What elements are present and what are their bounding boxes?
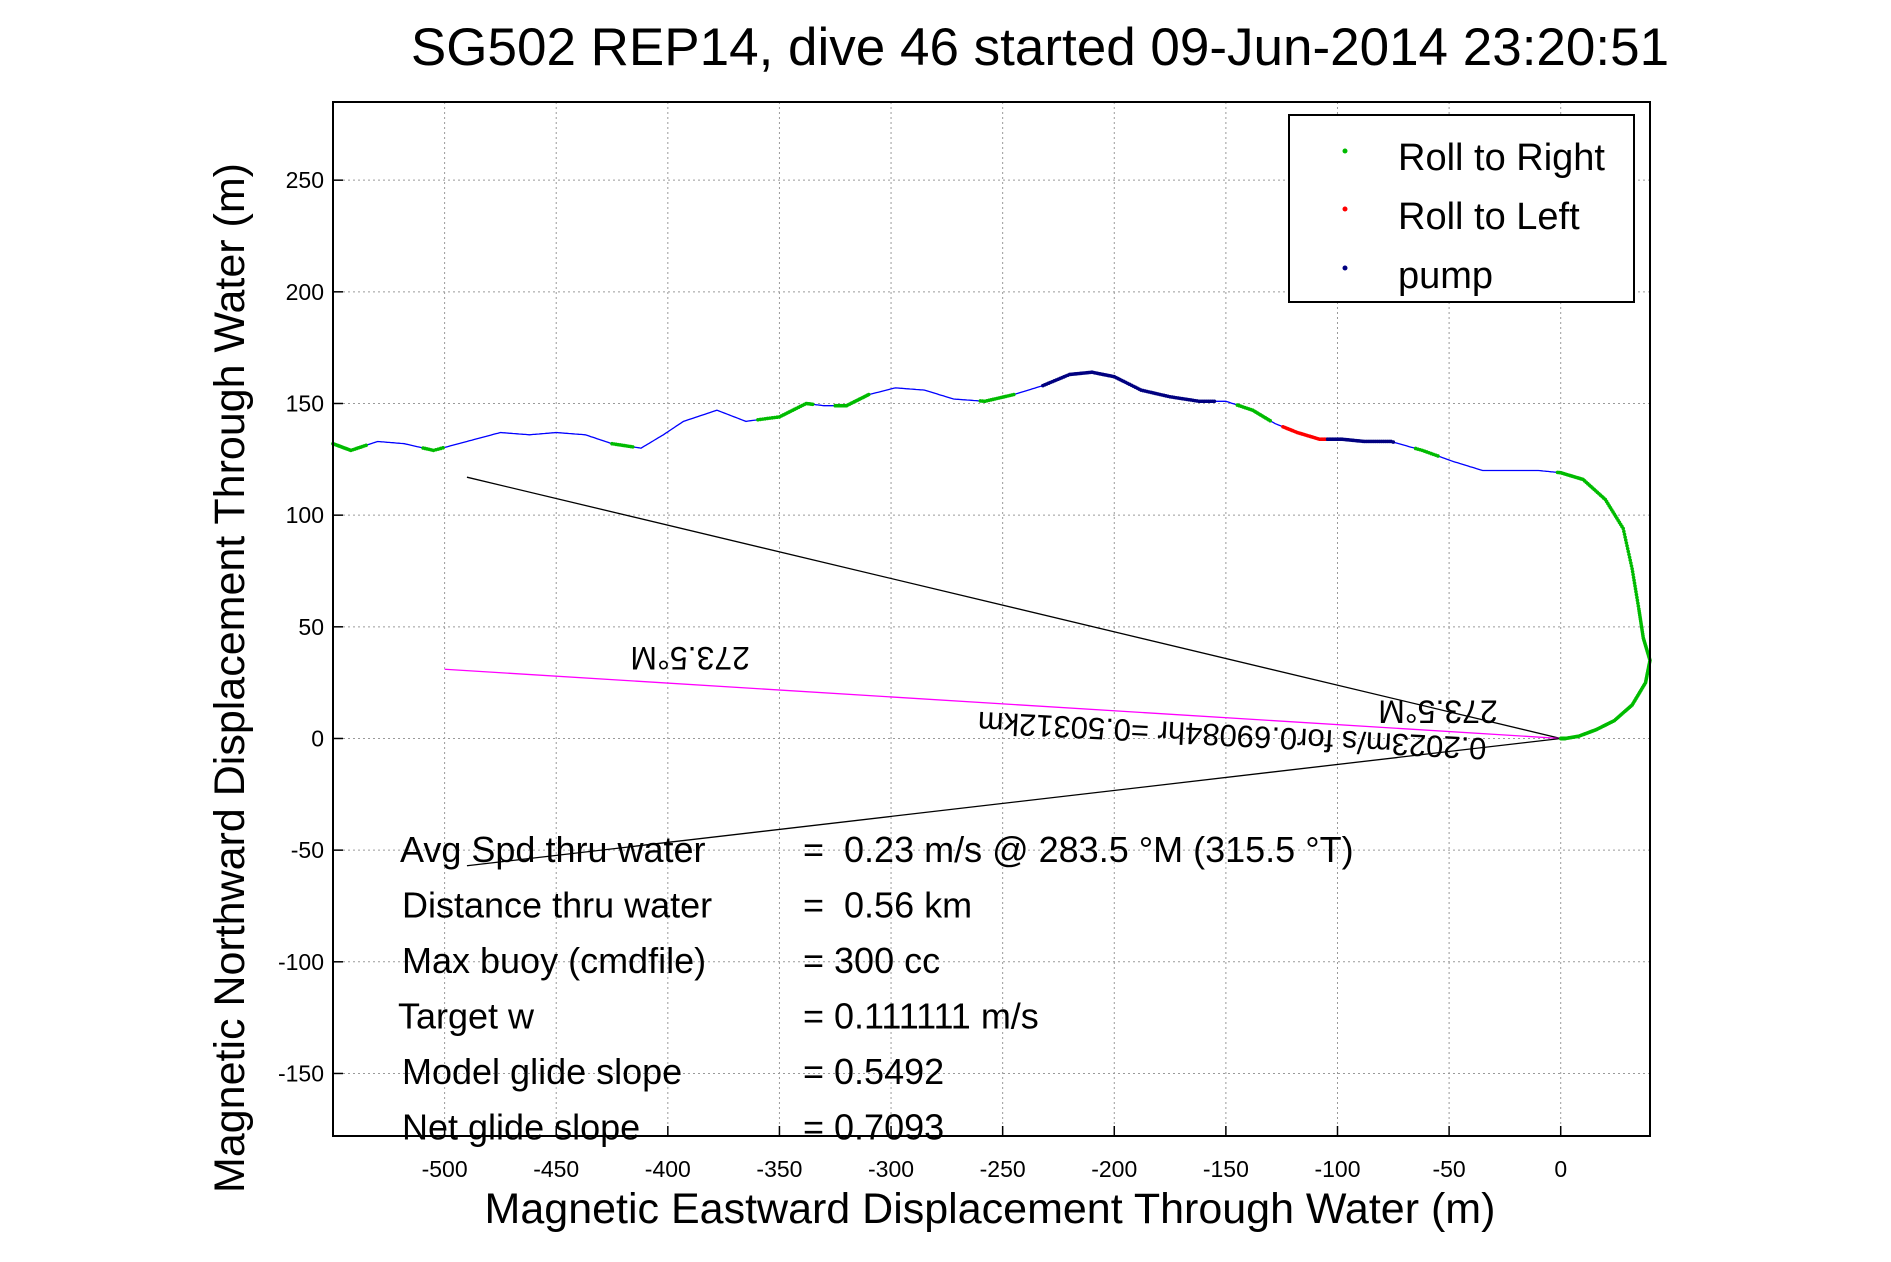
x-tick-label: -200 — [1091, 1156, 1137, 1182]
roll-right-point — [1626, 549, 1631, 554]
legend-label-pump: pump — [1398, 255, 1493, 297]
roll-right-point — [1632, 578, 1636, 583]
roll-right-point — [810, 402, 815, 407]
roll-right-point — [1621, 526, 1626, 531]
legend-marker-roll-right — [1342, 148, 1348, 154]
heading-line-1 — [444, 668, 1561, 740]
roll-right-point — [1622, 529, 1626, 534]
heading-line-2 — [466, 737, 1561, 867]
x-tick-label: -250 — [980, 1156, 1026, 1182]
roll-right-point — [1622, 532, 1627, 537]
roll-right-point — [1633, 584, 1637, 588]
legend: Roll to Right Roll to Left pump — [1288, 114, 1635, 303]
legend-marker-roll-left — [1342, 206, 1348, 212]
chart-title: SG502 REP14, dive 46 started 09-Jun-2014… — [411, 18, 1669, 77]
y-tick-label: 250 — [286, 167, 324, 193]
roll-right-point — [364, 443, 368, 448]
x-tick-label: -500 — [422, 1156, 468, 1182]
y-tick-label: 200 — [286, 279, 324, 305]
roll-right-point — [1632, 581, 1637, 585]
legend-marker-pump — [1342, 265, 1348, 271]
roll-right-point — [1624, 541, 1629, 545]
y-tick-label: -50 — [291, 837, 324, 863]
heading-lines — [444, 476, 1561, 867]
x-tick-label: -50 — [1432, 1156, 1465, 1182]
plot-frame — [332, 101, 1651, 1137]
roll-right-point — [1630, 566, 1634, 571]
stat-value: = 0.56 km — [803, 885, 972, 926]
roll-right-point — [1012, 392, 1016, 397]
y-axis-label: Magnetic Northward Displacement Through … — [206, 163, 254, 1193]
pump-point — [1212, 399, 1217, 404]
y-tick-label: 150 — [286, 390, 324, 416]
stat-label: Max buoy (cmdfile) — [402, 940, 706, 981]
roll-right-point — [1623, 538, 1628, 542]
x-axis-ticks: -500 -450 -400 -350 -300 -250 -200 -150 -100 -50 0 — [422, 1126, 1567, 1182]
roll-right-point — [1635, 595, 1639, 600]
roll-right-point — [866, 392, 871, 397]
x-tick-label: -450 — [533, 1156, 579, 1182]
roll-right-point — [1625, 546, 1630, 551]
roll-right-point — [630, 445, 635, 449]
stat-value: = 0.7093 — [803, 1107, 944, 1148]
plot-grid — [333, 102, 1650, 1136]
stat-label: Avg Spd thru water — [400, 829, 706, 870]
dive-stats: Avg Spd thru water = 0.23 m/s @ 283.5 °M … — [398, 829, 1354, 1148]
stat-value: = 0.5492 — [803, 1051, 944, 1092]
stat-label: Distance thru water — [402, 885, 712, 926]
roll-right-point — [1631, 575, 1636, 580]
legend-label-roll-right: Roll to Right — [1398, 137, 1605, 179]
x-tick-label: -100 — [1314, 1156, 1360, 1182]
x-axis-label: Magnetic Eastward Displacement Through W… — [485, 1185, 1496, 1233]
x-tick-label: -300 — [868, 1156, 914, 1182]
stat-label: Model glide slope — [402, 1051, 682, 1092]
y-axis-ticks: 250 200 150 100 50 0 -50 -100 -150 — [278, 167, 343, 1086]
x-tick-label: -350 — [756, 1156, 802, 1182]
y-tick-label: -150 — [278, 1060, 324, 1086]
roll-right-point — [441, 446, 445, 450]
y-tick-label: 50 — [298, 614, 324, 640]
y-tick-label: -100 — [278, 949, 324, 975]
stat-label: Net glide slope — [402, 1107, 640, 1148]
roll-right-point — [1636, 601, 1640, 606]
roll-right-point — [1631, 572, 1635, 577]
roll-right-point — [1627, 555, 1632, 560]
y-tick-label: 100 — [286, 502, 324, 528]
roll-right-point — [1634, 589, 1638, 594]
x-tick-label: -400 — [645, 1156, 691, 1182]
roll-right-point — [1558, 736, 1563, 741]
stat-value: = 0.23 m/s @ 283.5 °M (315.5 °T) — [803, 829, 1354, 870]
roll-right-point — [1635, 598, 1640, 603]
rotated-label-0: 273.5°M — [1378, 694, 1498, 730]
y-tick-label: 0 — [311, 725, 324, 751]
track-markers — [331, 370, 1652, 741]
x-tick-label: 0 — [1554, 1156, 1567, 1182]
roll-right-point — [1629, 561, 1633, 565]
stat-value: = 0.111111 m/s — [803, 996, 1039, 1037]
roll-right-point — [1268, 418, 1273, 423]
roll-right-point — [1436, 454, 1440, 458]
roll-right-point — [1623, 535, 1627, 539]
roll-right-point — [1627, 552, 1631, 557]
roll-right-point — [1634, 592, 1639, 597]
pump-point — [1391, 440, 1396, 444]
roll-right-point — [1633, 587, 1638, 591]
heading-line-0 — [466, 476, 1561, 740]
roll-right-point — [1636, 604, 1641, 608]
roll-right-point — [1629, 564, 1634, 568]
stat-label: Target w — [398, 996, 535, 1037]
roll-right-point — [1630, 569, 1635, 574]
roll-right-point — [1625, 543, 1629, 548]
stat-value: = 300 cc — [803, 940, 940, 981]
legend-label-roll-left: Roll to Left — [1398, 196, 1580, 238]
x-tick-label: -150 — [1203, 1156, 1249, 1182]
roll-right-point — [1628, 558, 1633, 562]
rotated-label-1: 273.5°M — [630, 640, 750, 676]
